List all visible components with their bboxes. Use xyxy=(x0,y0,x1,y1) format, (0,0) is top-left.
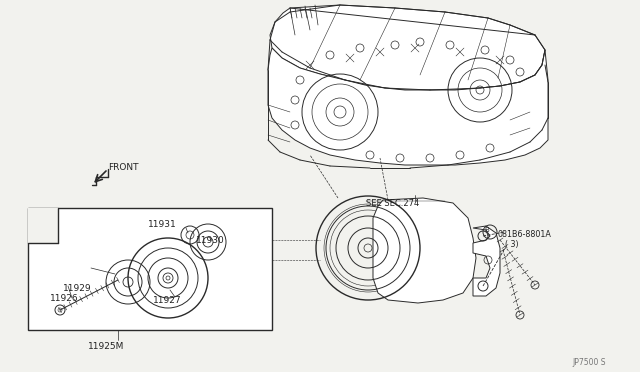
Text: JP7500 S: JP7500 S xyxy=(572,358,605,367)
Text: 081B6-8801A: 081B6-8801A xyxy=(498,230,552,239)
Text: 11927: 11927 xyxy=(153,296,182,305)
Text: B: B xyxy=(484,227,490,233)
Text: 11931: 11931 xyxy=(148,220,177,229)
Text: FRONT: FRONT xyxy=(108,163,138,172)
Polygon shape xyxy=(473,226,500,296)
Circle shape xyxy=(166,276,170,280)
Text: 11930: 11930 xyxy=(196,236,225,245)
Text: ( 3): ( 3) xyxy=(505,240,518,249)
Text: 11929: 11929 xyxy=(63,284,92,293)
Text: 11925M: 11925M xyxy=(88,342,124,351)
Polygon shape xyxy=(28,208,58,243)
Text: SEE SEC.274: SEE SEC.274 xyxy=(366,199,419,208)
Polygon shape xyxy=(373,198,476,303)
Bar xyxy=(28,208,272,330)
Text: 11926: 11926 xyxy=(50,294,79,303)
Polygon shape xyxy=(270,5,545,90)
Polygon shape xyxy=(268,48,548,165)
